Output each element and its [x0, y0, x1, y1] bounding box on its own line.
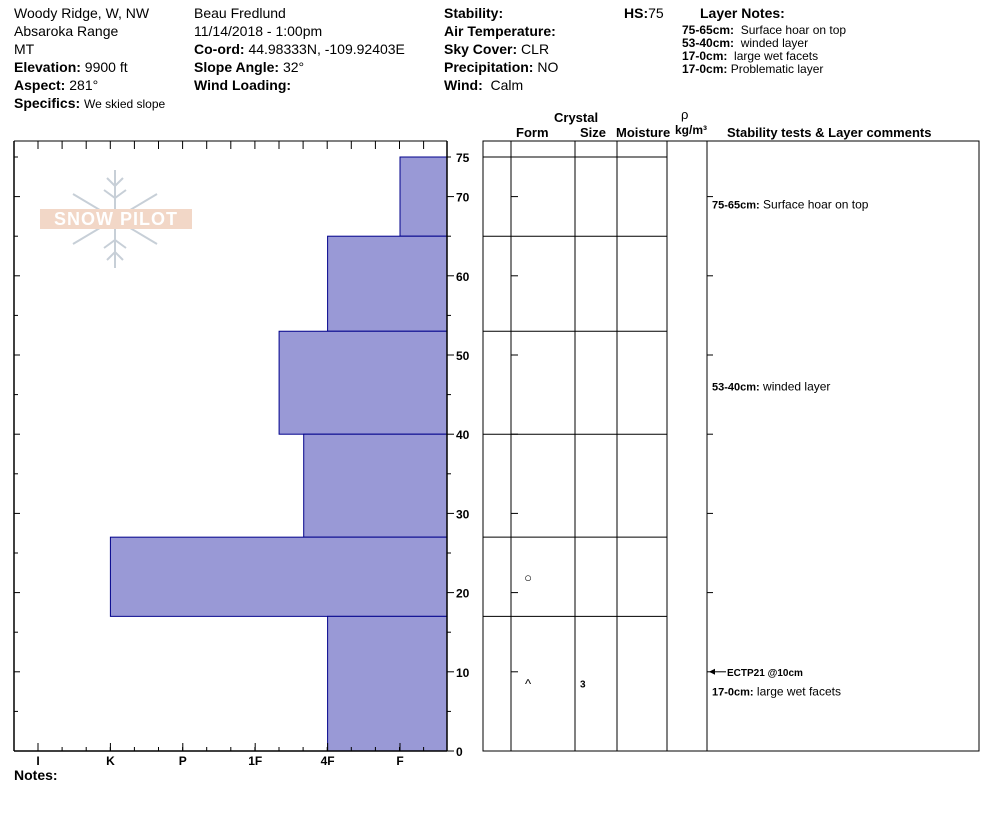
- hardness-tick-label: P: [179, 754, 187, 768]
- stability-test: ECTP21 @10cm: [727, 668, 803, 679]
- wind: Wind: Calm: [444, 77, 524, 93]
- density-heading: kg/m³: [675, 123, 708, 137]
- elevation: Elevation: 9900 ft: [14, 59, 128, 75]
- grain-size: 3: [580, 680, 586, 691]
- hardness-bar: [399, 156, 448, 237]
- observer: Beau Fredlund: [194, 5, 286, 21]
- layer-table-border: [482, 140, 980, 752]
- hardness-bar: [327, 615, 448, 752]
- depth-tick-label: 40: [456, 428, 470, 442]
- hardness-bar: [327, 235, 448, 332]
- depth-tick-label: 60: [456, 270, 470, 284]
- aspect: Aspect: 281°: [14, 77, 99, 93]
- crystal-heading: Crystal: [554, 110, 599, 125]
- hardness-tick-label: K: [106, 754, 115, 768]
- logo-banner: [40, 209, 192, 229]
- grain-form-symbol: ^: [525, 677, 532, 692]
- depth-tick-label: 50: [456, 349, 470, 363]
- layer-notes-title: Layer Notes:: [700, 5, 785, 21]
- depth-tick-label: 75: [456, 151, 470, 165]
- sky-cover: Sky Cover: CLR: [444, 41, 550, 57]
- grain-form-symbol: ○: [524, 570, 532, 585]
- snow-height: HS:75: [624, 5, 664, 21]
- rho-heading: ρ: [681, 107, 689, 122]
- depth-tick-label: 0: [456, 745, 463, 759]
- notes: Notes:: [14, 767, 58, 783]
- hardness-bar: [109, 536, 448, 617]
- snowpilot-logo: SNOW PILOT: [40, 170, 192, 268]
- air-temperature: Air Temperature:: [444, 23, 556, 39]
- logo-text: SNOW PILOT: [54, 209, 178, 229]
- hardness-bar: [303, 433, 448, 538]
- wind-loading: Wind Loading:: [194, 77, 292, 93]
- hardness-tick-label: F: [396, 754, 403, 768]
- precipitation: Precipitation: NO: [444, 59, 559, 75]
- depth-tick-label: 70: [456, 191, 470, 205]
- hardness-tick-label: 1F: [248, 754, 262, 768]
- layer-comment: 17-0cm: large wet facets: [712, 685, 841, 699]
- size-heading: Size: [580, 125, 607, 140]
- layer-comment: 75-65cm: Surface hoar on top: [712, 198, 869, 212]
- hardness-bar: [278, 330, 448, 435]
- form-heading: Form: [516, 125, 549, 140]
- comments-heading: Stability tests & Layer comments: [727, 125, 932, 140]
- coordinates: Co-ord: 44.98333N, -109.92403E: [194, 41, 405, 57]
- layer-note: 17-0cm: large wet facets: [682, 49, 819, 63]
- layer-note: 17-0cm: Problematic layer: [682, 62, 824, 76]
- depth-tick-label: 20: [456, 587, 470, 601]
- layer-note: 75-65cm: Surface hoar on top: [682, 23, 847, 37]
- hardness-tick-label: I: [36, 754, 39, 768]
- range: Absaroka Range: [14, 23, 119, 39]
- state: MT: [14, 41, 35, 57]
- layer-comment: 53-40cm: winded layer: [712, 380, 830, 394]
- depth-tick-label: 10: [456, 666, 470, 680]
- specifics: Specifics: We skied slope: [14, 95, 166, 111]
- depth-tick-label: 30: [456, 507, 470, 521]
- location: Woody Ridge, W, NW: [14, 5, 150, 21]
- stability: Stability:: [444, 5, 504, 21]
- moisture-heading: Moisture: [616, 125, 671, 140]
- test-arrow-head: [709, 668, 715, 675]
- datetime: 11/14/2018 - 1:00pm: [194, 23, 323, 39]
- slope-angle: Slope Angle: 32°: [194, 59, 305, 75]
- layer-note: 53-40cm: winded layer: [682, 36, 809, 50]
- hardness-tick-label: 4F: [321, 754, 335, 768]
